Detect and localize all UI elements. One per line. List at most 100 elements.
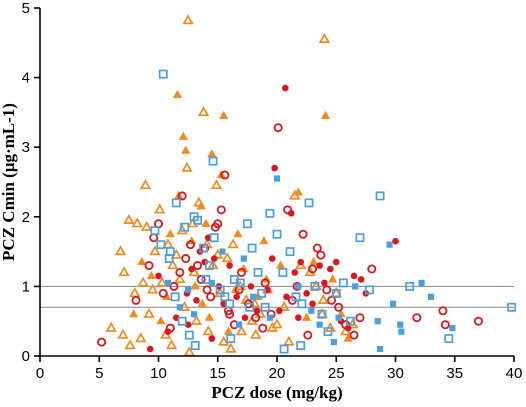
open-square-point [364,285,374,295]
filled-triangle-point [146,270,157,280]
open-circle-point [273,123,283,133]
open-square-point [190,341,200,351]
filled-square-point [352,283,359,290]
open-circle-point [334,302,344,312]
x-tick-label: 25 [328,365,345,382]
open-triangle-point [250,328,262,339]
open-circle-point [206,292,216,302]
open-square-point [220,292,230,302]
open-circle-point [367,264,377,274]
open-triangle-point [283,335,295,346]
open-circle-point [97,337,107,347]
open-square-point [444,334,454,344]
open-triangle-point [143,307,155,318]
filled-triangle-point [301,312,312,321]
open-triangle-point [174,273,186,284]
x-tick-label: 40 [506,365,523,382]
filled-triangle-point [196,201,206,210]
filled-circle-point [226,262,233,269]
open-square-point [208,156,218,166]
open-circle-point [258,323,268,333]
filled-square-point [235,321,243,328]
x-axis-ticks: 0 5 10 15 20 25 30 35 40 [36,356,523,382]
open-square-point [296,341,306,351]
open-square-point [177,316,187,326]
filled-circle-point [276,307,283,315]
y-tick-label: 2 [22,209,30,226]
filled-square-point [335,314,342,321]
open-square-point [405,281,415,291]
filled-circle-point [327,265,334,273]
open-square-point [297,299,307,309]
open-triangle-point [118,266,130,277]
filled-square-point [164,279,172,287]
open-circle-point [303,330,313,340]
filled-circle-point [155,272,162,280]
filled-square-point [273,175,281,182]
filled-circle-point [350,272,358,280]
open-triangle-point [202,325,214,336]
filled-square-point [190,311,198,318]
open-triangle-point [156,276,168,287]
open-circle-point [308,264,318,274]
filled-square-point [208,279,215,287]
x-tick-label: 35 [446,365,463,382]
open-triangle-point [304,266,316,277]
open-triangle-point [187,217,199,228]
open-circle-point [220,170,230,180]
open-square-point [193,215,203,225]
open-square-point [310,281,320,291]
open-triangle-point [167,259,179,270]
filled-triangle-point [201,218,211,227]
open-triangle-point [227,238,239,249]
filled-square-point [176,304,183,311]
filled-circle-point [344,324,352,332]
filled-triangle-point [328,274,338,283]
open-triangle-point [278,300,290,311]
filled-circle-point [357,276,365,283]
open-square-point [205,261,214,270]
reference-lines [40,285,514,308]
filled-circle-point [241,314,249,322]
open-triangle-point [221,252,233,263]
open-triangle-point [317,294,329,304]
open-square-point [199,243,208,253]
open-circle-point [260,278,270,288]
filled-triangle-point [219,110,229,119]
open-triangle-point [182,14,194,25]
open-triangle-point [225,342,237,353]
filled-triangle-point [259,236,269,245]
open-square-point [158,69,168,79]
open-square-point [180,222,190,232]
open-square-point [225,299,235,309]
filled-circle-point [309,300,316,308]
open-square-point [170,292,180,302]
open-circle-point [131,295,141,305]
filled-triangle-point [165,229,175,238]
open-circle-point [349,330,359,340]
filled-circle-point [253,307,261,315]
open-square-point [272,229,282,239]
open-square-point [257,288,267,298]
filled-circle-point [208,335,216,342]
filled-triangle-point [233,229,243,238]
open-circle-point [322,285,332,295]
open-triangle-point [154,203,166,214]
open-triangle-point [129,287,141,298]
filled-triangle-point [309,256,319,266]
open-circle-point [213,219,223,229]
y-tick-label: 5 [22,0,30,17]
open-square-point [171,198,181,208]
y-tick-label: 1 [22,278,30,295]
open-square-point [355,233,365,243]
filled-circle-point [303,290,310,297]
open-triangle-point [146,283,159,294]
x-tick-label: 30 [387,365,404,382]
y-axis-ticks: 0 1 2 3 4 5 [22,0,40,365]
filled-square-point [266,314,273,321]
y-tick-label: 4 [22,70,30,87]
filled-triangle-point [178,131,189,140]
open-circle-point [181,254,191,264]
open-triangle-point [137,276,149,287]
filled-circle-point [210,255,218,262]
